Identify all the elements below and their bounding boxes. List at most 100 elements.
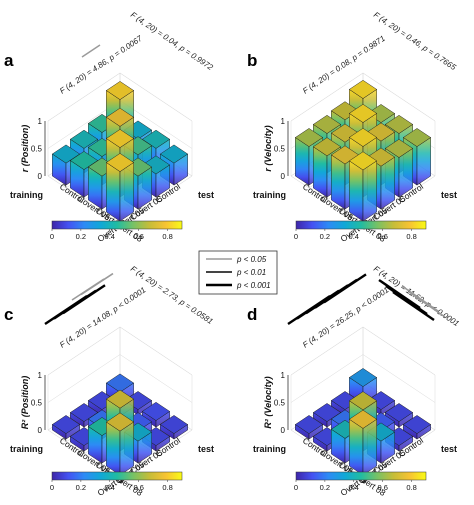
z-tick-label: 1 [281,371,286,380]
stat-training: F (4, 20) = 0.08, p = 0.9871 [301,34,387,96]
colorbar-tick-label: 0.8 [162,232,172,241]
z-axis-label: r (Velocity) [263,125,273,171]
floor-gridline [362,175,436,225]
bar-top [294,128,324,147]
floor-gridline [119,175,193,225]
z-tick-label: 1 [281,117,286,126]
significance-line [80,272,114,296]
z-axis-label: R² (Position) [20,376,30,430]
z-axis-label: r (Position) [20,125,30,173]
floor-gridline [362,429,436,479]
y-axis-label: test [441,190,457,200]
colorbar-tick-label: 0 [294,483,298,492]
bar-top [159,144,189,164]
floor-gridline [119,429,193,479]
colorbar [51,220,183,230]
stat-training: F (4, 20) = 14.08, p < 0.0001 [58,285,147,349]
wall-gridline [290,354,436,403]
bar-top [105,412,135,432]
colorbar-tick-label: 0 [294,232,298,241]
colorbar-tick-label: 0 [50,483,54,492]
colorbar-tick-label: 0.6 [377,232,387,241]
wall-gridline [47,72,193,122]
colorbar-tick-label: 0.6 [133,483,143,492]
stat-training: F (4, 20) = 4.86, p = 0.0067 [58,34,144,96]
bar-top [51,415,81,434]
z-tick-label: 0.5 [31,145,43,154]
z-tick-label: 0 [38,426,43,435]
z-tick-label: 0.5 [31,399,43,408]
colorbar [295,471,427,481]
bar-top [402,128,432,147]
bar-top [141,402,171,421]
x-axis-label: training [10,190,43,200]
bar-top [159,415,189,434]
bar-top [312,115,342,134]
z-axis-label: R² (Velocity) [263,376,273,428]
legend-label-p01: p < 0.01 [236,268,266,277]
bar [402,415,432,440]
colorbar-tick-label: 0.4 [349,232,359,241]
bar-top [141,155,171,175]
wall-gridline [290,72,436,122]
y-axis-label: test [441,444,457,454]
significance-line [392,291,435,321]
legend-label-p001: p < 0.001 [236,281,271,290]
bar [294,415,324,440]
x-axis-label: training [253,190,286,200]
y-axis-label: test [198,444,214,454]
x-axis-label: training [10,444,43,454]
z-tick-label: 0 [281,172,286,181]
y-axis-label: test [198,190,214,200]
z-tick-label: 0 [38,172,43,181]
colorbar-tick-label: 0.6 [133,232,143,241]
bar [51,415,81,440]
bar-top [105,81,135,100]
bar-top [348,104,378,123]
bar-top [384,403,414,422]
bar [105,412,135,476]
colorbar-tick-label: 0.2 [76,483,86,492]
z-tick-label: 1 [38,117,43,126]
significance-legend: p < 0.05 p < 0.01 p < 0.001 [198,250,278,295]
x-axis-label: training [253,444,286,454]
colorbar [51,471,183,481]
significance-line [62,284,106,315]
bar [348,151,378,222]
significance-line [401,285,439,312]
colorbar-tick-label: 0.2 [320,483,330,492]
significance-line [408,291,446,318]
stat-training: F (4, 20) = 26.25, p < 0.0001 [301,285,390,349]
panel-label-b: b [247,51,257,70]
panel-label-c: c [4,305,13,324]
bar-top [384,115,414,134]
floor-gridline [47,175,121,225]
z-tick-label: 1 [38,371,43,380]
colorbar-tick-label: 0.8 [162,483,172,492]
wall-gridline [47,326,193,376]
bar-top [348,409,378,429]
colorbar [295,220,427,230]
z-tick-label: 0.5 [274,399,286,408]
colorbar-tick-label: 0.6 [377,483,387,492]
bar-top [105,389,135,409]
bar-top [348,368,378,387]
z-tick-label: 0.5 [274,145,286,154]
bar-top [312,137,342,157]
bar [348,409,378,476]
colorbar-tick-label: 0.2 [320,232,330,241]
panel-label-a: a [4,51,14,70]
bar-top [294,415,324,434]
bar-top [105,107,135,127]
colorbar-tick-label: 0.4 [105,483,115,492]
colorbar-tick-label: 0.4 [105,232,115,241]
wall-gridline [290,326,436,376]
floor-gridline [47,429,121,479]
bar-top [330,145,360,165]
bar-top [69,129,99,149]
